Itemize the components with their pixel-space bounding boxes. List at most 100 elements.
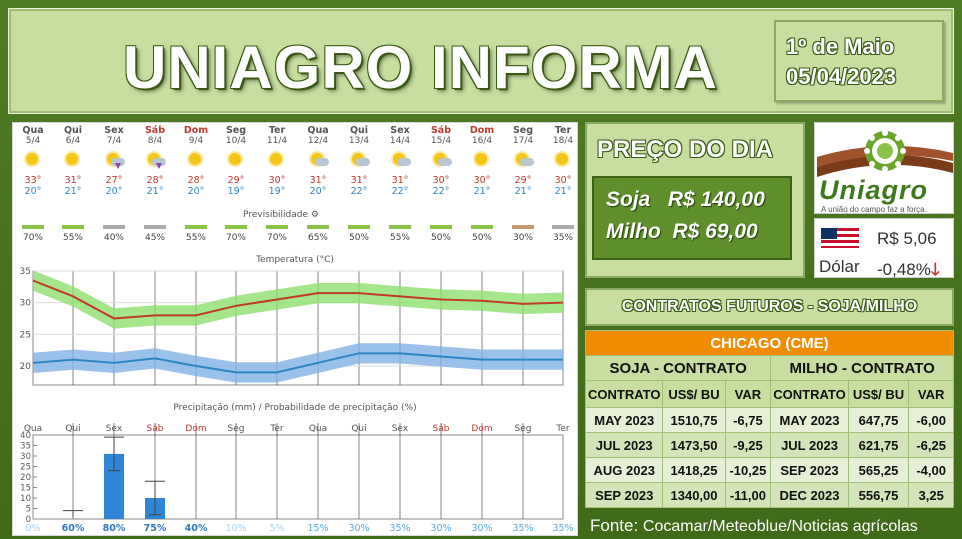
date-box: 1º de Maio 05/04/2023 xyxy=(774,20,944,102)
probability-label: 35% xyxy=(552,523,573,534)
temp-max: 31° xyxy=(64,175,82,186)
day-name: Sáb xyxy=(144,125,166,136)
x-tick-label: Ter xyxy=(555,424,570,434)
precipitation-bar xyxy=(104,453,124,519)
col-header: VAR xyxy=(908,380,954,408)
milho-price-line: Milho R$ 69,00 xyxy=(606,220,758,244)
forecast-day: Qui 13/4 31° 22° xyxy=(339,125,379,197)
predictability-label: Previsibilidade ⚙ xyxy=(243,210,319,220)
table-cell: SEP 2023 xyxy=(770,457,849,483)
y-tick-label: 0 xyxy=(26,515,31,525)
soja-group-header: SOJA - CONTRATO xyxy=(584,355,772,381)
source-text: Cocamar/Meteoblue/Noticias agrícolas xyxy=(642,518,918,535)
table-cell: 3,25 xyxy=(908,482,954,508)
futures-title: CONTRATOS FUTUROS - SOJA/MILHO xyxy=(585,288,954,326)
table-cell: 1473,50 xyxy=(662,432,726,458)
probability-label: 30% xyxy=(471,523,492,534)
day-name: Sex xyxy=(104,125,124,136)
table-cell: -6,00 xyxy=(908,407,954,433)
x-tick-label: Sex xyxy=(392,424,409,434)
predictability-value: 70% xyxy=(266,233,287,243)
y-tick-label: 10 xyxy=(20,494,31,504)
day-date: 9/4 xyxy=(188,136,204,146)
predictability-bar xyxy=(552,225,574,229)
milho-group-header: MILHO - CONTRATO xyxy=(770,355,954,381)
forecast-days: Qua 5/4 33° 20° Qui 6/4 31° 21° Sex 7/4 27° 20° Sáb 8… xyxy=(19,125,579,215)
forecast-day: Sáb 8/4 28° 21° xyxy=(135,125,175,197)
temp-max: 30° xyxy=(268,175,286,186)
storm-icon xyxy=(103,151,125,169)
table-cell: -11,00 xyxy=(724,482,772,508)
temp-max: 30° xyxy=(554,175,572,186)
table-cell: -6,25 xyxy=(908,432,954,458)
table-cell: MAY 2023 xyxy=(584,407,664,433)
day-name: Ter xyxy=(554,125,572,136)
temp-min: 22° xyxy=(391,186,409,197)
temp-min: 21° xyxy=(554,186,572,197)
price-title: PREÇO DO DIA xyxy=(597,136,774,163)
forecast-day: Sex 14/4 31° 22° xyxy=(380,125,420,197)
predictability-value: 70% xyxy=(22,233,43,243)
y-tick-label: 30 xyxy=(20,452,31,462)
day-date: 14/4 xyxy=(389,136,411,146)
x-tick-label: Ter xyxy=(269,424,284,434)
probability-label: 60% xyxy=(62,523,85,534)
predictability-bar xyxy=(348,225,370,229)
max-temperature-line xyxy=(32,279,564,320)
source-label: Fonte: xyxy=(590,516,643,535)
market-header: CHICAGO (CME) xyxy=(585,330,954,356)
y-tick-label: 20 xyxy=(20,362,32,372)
table-cell: -4,00 xyxy=(908,457,954,483)
day-date: 13/4 xyxy=(348,136,370,146)
day-date: 10/4 xyxy=(225,136,247,146)
sun-icon xyxy=(185,151,207,169)
col-header: US$/ BU xyxy=(847,380,910,408)
temp-min: 20° xyxy=(24,186,42,197)
day-name: Seg xyxy=(225,125,247,136)
x-tick-label: Qui xyxy=(351,424,366,434)
temp-max: 28° xyxy=(187,175,205,186)
temp-max: 27° xyxy=(105,175,123,186)
y-tick-label: 25 xyxy=(20,330,31,340)
temp-max: 28° xyxy=(146,175,164,186)
table-cell: 1510,75 xyxy=(662,407,726,433)
sun-icon xyxy=(266,151,288,169)
sun-icon xyxy=(471,151,493,169)
table-cell: 1418,25 xyxy=(662,457,726,483)
soja-price: R$ 140,00 xyxy=(667,188,765,211)
storm-icon xyxy=(144,151,166,169)
precipitation-chart: 0510152025303540Qua0%Qui60%Sex80%Sáb75%D… xyxy=(20,423,574,534)
temp-max: 30° xyxy=(473,175,491,186)
temp-min: 19° xyxy=(268,186,286,197)
probability-label: 35% xyxy=(389,523,410,534)
table-cell: 565,25 xyxy=(847,457,910,483)
forecast-day: Sáb 15/4 30° 22° xyxy=(421,125,461,197)
sun-icon xyxy=(225,151,247,169)
predictability-bar xyxy=(144,225,166,229)
y-tick-label: 25 xyxy=(20,463,31,473)
predictability-bar xyxy=(185,225,207,229)
col-header: VAR xyxy=(724,380,772,408)
day-name: Sex xyxy=(390,125,410,136)
dollar-label: Dólar xyxy=(819,257,860,276)
day-date: 11/4 xyxy=(266,136,288,146)
probability-label: 10% xyxy=(225,523,246,534)
temp-min: 19° xyxy=(227,186,245,197)
temp-min: 20° xyxy=(309,186,327,197)
temperature-chart-title: Temperatura (°C) xyxy=(256,255,334,265)
day-name: Dom xyxy=(469,125,495,136)
table-cell: JUL 2023 xyxy=(770,432,849,458)
forecast-day: Qua 12/4 31° 20° xyxy=(298,125,338,197)
info-icon: ⚙ xyxy=(310,210,319,220)
day-name: Dom xyxy=(183,125,209,136)
day-name: Ter xyxy=(268,125,286,136)
temp-min: 21° xyxy=(146,186,164,197)
forecast-day: Dom 16/4 30° 21° xyxy=(462,125,502,197)
predictability-value: 50% xyxy=(471,233,492,243)
temp-min: 22° xyxy=(350,186,368,197)
table-cell: AUG 2023 xyxy=(584,457,664,483)
soja-price-line: Soja R$ 140,00 xyxy=(606,188,765,212)
y-tick-label: 35 xyxy=(20,267,31,277)
forecast-day: Sex 7/4 27° 20° xyxy=(94,125,134,197)
date-line-1: 1º de Maio xyxy=(786,34,895,59)
